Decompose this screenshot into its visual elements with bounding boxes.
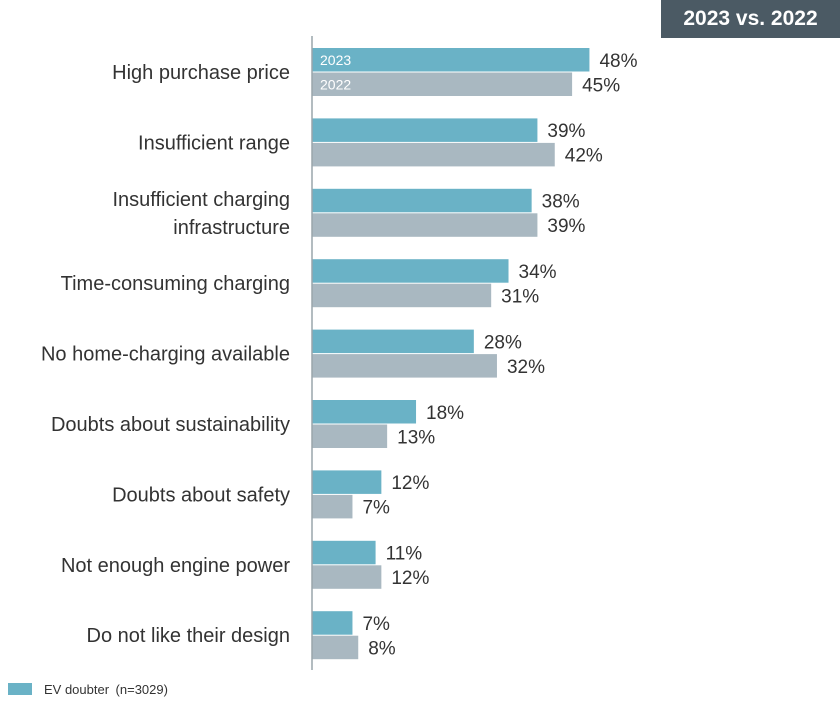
bar-2023 [312, 329, 474, 354]
category-label: Insufficient range [138, 132, 290, 154]
bar-2022 [312, 142, 555, 167]
comparison-badge: 2023 vs. 2022 [661, 0, 840, 38]
bar-2022 [312, 213, 538, 237]
value-label: 12% [391, 473, 429, 494]
value-label: 13% [397, 427, 435, 448]
value-label: 39% [547, 216, 585, 237]
value-label: 18% [426, 403, 464, 424]
value-label: 31% [501, 286, 539, 307]
bar-2023 [312, 188, 532, 213]
category-label: Time-consuming charging [61, 273, 290, 295]
value-label: 39% [547, 121, 585, 142]
bar-2023 [312, 259, 509, 283]
bar-2022 [312, 494, 353, 519]
category-label: Insufficient charging infrastructure [112, 189, 290, 239]
bar-2023 [312, 118, 538, 142]
category-label: Do not like their design [87, 625, 290, 647]
value-label: 8% [368, 638, 396, 659]
category-label: No home-charging available [41, 344, 290, 366]
bar-2023 [312, 611, 353, 635]
value-label: 32% [507, 357, 545, 378]
value-label: 34% [519, 262, 557, 283]
value-label: 7% [362, 498, 390, 519]
value-label: 48% [599, 51, 637, 72]
series-label-2023: 2023 [320, 52, 351, 68]
category-label: Not enough engine power [61, 555, 290, 577]
bar-2022 [312, 354, 497, 378]
series-label-2022: 2022 [320, 76, 351, 92]
value-label: 42% [565, 146, 603, 167]
value-label: 28% [484, 332, 522, 353]
value-label: 45% [582, 75, 620, 96]
bar-chart: High purchase price 48% 2023 45% 2022 Insuffi… [41, 36, 638, 670]
value-label: 38% [542, 192, 580, 213]
bar-2022 [312, 424, 388, 448]
category-label: High purchase price [112, 62, 290, 84]
bar-2023 [312, 470, 382, 494]
value-label: 11% [386, 544, 423, 565]
bar-2023 [312, 540, 376, 565]
legend: EV doubter (n=3029) [8, 680, 168, 698]
bar-2022 [312, 565, 382, 589]
category-label: Doubts about sustainability [51, 414, 290, 436]
legend-swatch [8, 683, 32, 695]
bar-2023 [312, 48, 590, 72]
bar-2022 [312, 72, 573, 96]
value-label: 12% [391, 568, 429, 589]
value-label: 7% [362, 614, 390, 635]
bar-2023 [312, 400, 417, 424]
bar-2022 [312, 283, 492, 308]
category-label: Doubts about safety [112, 484, 290, 506]
legend-label: EV doubter (n=3029) [44, 681, 168, 697]
bar-2022 [312, 635, 359, 660]
